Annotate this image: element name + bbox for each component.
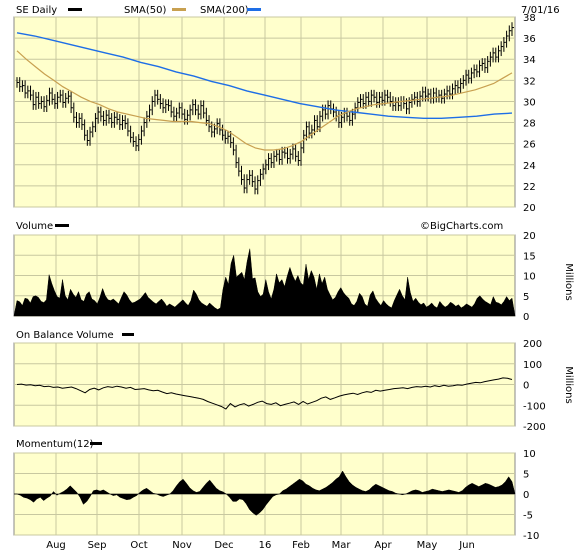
y-tick-label: 20 — [523, 231, 536, 242]
sma50-label: SMA(50) — [124, 5, 166, 16]
momentum-title: Momentum(12) — [16, 439, 94, 450]
y-tick-label: 26 — [523, 140, 536, 151]
x-tick-label: Jun — [458, 540, 475, 551]
y-tick-label: 5 — [523, 292, 529, 303]
sma200-legend-swatch — [247, 8, 261, 11]
y-tick-label: 0 — [523, 312, 529, 323]
x-tick-label: Apr — [374, 540, 392, 551]
y-tick-label: 38 — [523, 13, 536, 24]
volume-unit-label: Millions — [563, 263, 574, 300]
x-tick-label: 16 — [259, 540, 272, 551]
y-tick-label: 0 — [523, 381, 529, 392]
tick-labels: Aug Sep Oct Nov Dec 16 Feb Mar Apr May Jun 20 22 24 26… — [46, 13, 545, 551]
x-tick-label: Feb — [292, 540, 310, 551]
obv-line — [16, 377, 513, 410]
y-tick-label: 0 — [523, 490, 529, 501]
y-tick-label: 5 — [523, 470, 529, 481]
y-tick-label: 10 — [523, 449, 536, 460]
y-tick-label: 28 — [523, 119, 536, 130]
y-tick-label: 200 — [523, 339, 542, 350]
sma200-line — [16, 32, 513, 120]
x-tick-label: Oct — [130, 540, 147, 551]
copyright-label: ©BigCharts.com — [420, 221, 503, 232]
y-tick-label: 36 — [523, 34, 536, 45]
y-tick-label: 34 — [523, 55, 536, 66]
y-tick-label: 22 — [523, 182, 536, 193]
data-marks — [13, 22, 516, 516]
x-tick-label: Dec — [214, 540, 233, 551]
y-tick-label: 100 — [523, 360, 542, 371]
y-tick-label: -100 — [523, 401, 546, 412]
x-tick-label: Sep — [88, 540, 107, 551]
y-tick-label: 24 — [523, 161, 536, 172]
x-tick-label: Aug — [46, 540, 66, 551]
y-tick-label: 30 — [523, 97, 536, 108]
y-tick-label: -10 — [523, 531, 539, 542]
volume-area — [13, 248, 516, 317]
sma50-line — [16, 50, 513, 151]
y-tick-label: 20 — [523, 203, 536, 214]
momentum-area — [14, 470, 516, 516]
chart-date: 7/01/16 — [521, 5, 560, 16]
x-tick-label: Mar — [332, 540, 352, 551]
sma200-label: SMA(200) — [200, 5, 249, 16]
ticker-label: SE Daily — [16, 5, 57, 16]
y-tick-label: 32 — [523, 76, 536, 87]
y-tick-label: -200 — [523, 422, 546, 433]
x-tick-label: Nov — [172, 540, 192, 551]
y-tick-label: -5 — [523, 511, 533, 522]
y-tick-label: 15 — [523, 251, 536, 262]
obv-title: On Balance Volume — [16, 330, 114, 341]
y-tick-label: 10 — [523, 272, 536, 283]
x-tick-label: May — [417, 540, 438, 551]
sma50-legend-swatch — [172, 8, 186, 11]
volume-title: Volume — [16, 221, 53, 232]
obv-unit-label: Millions — [563, 366, 574, 403]
